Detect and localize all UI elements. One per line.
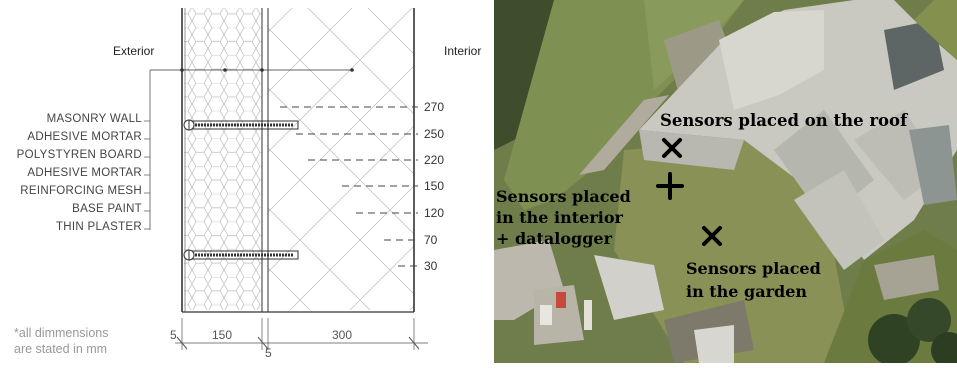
layer-label: MASONRY WALL [46, 113, 142, 125]
garden-label-line-1: Sensors placed [686, 259, 821, 278]
interior-sensor-plus-marker [656, 172, 684, 200]
dimension-label: 5 [170, 328, 177, 342]
dimension-label: 300 [332, 328, 353, 342]
layer-ticks [144, 120, 150, 230]
exterior-label: Exterior [113, 44, 155, 58]
anchor-bottom [183, 249, 299, 261]
layer-label: POLYSTYREN BOARD [16, 149, 142, 161]
units-note-line-1: *all dimmensions [14, 326, 109, 340]
interior-sensors-label: Sensors placed in the interior + datalog… [496, 188, 631, 248]
satellite-image [494, 0, 957, 368]
layer-label-list: MASONRY WALL ADHESIVE MORTAR POLYSTYREN … [0, 113, 142, 233]
layer-label: THIN PLASTER [55, 221, 142, 233]
depth-label: 70 [424, 233, 438, 247]
layer-label: BASE PAINT [72, 203, 142, 215]
anchor-top [183, 119, 299, 131]
depth-label: 270 [424, 100, 445, 114]
depth-label: 120 [424, 206, 445, 220]
polystyrene-layer [184, 8, 262, 310]
layer-label: ADHESIVE MORTAR [27, 131, 142, 143]
masonry-layer [268, 8, 414, 310]
dimension-label: 5 [265, 346, 272, 360]
units-note-line-2: are stated in mm [14, 342, 108, 356]
interior-label-line-3: + datalogger [496, 229, 613, 248]
depth-label: 30 [424, 259, 438, 273]
dimension-label: 150 [212, 328, 233, 342]
garden-label-line-2: in the garden [686, 282, 808, 301]
marker-layer [656, 138, 722, 246]
interior-label: Interior [444, 44, 482, 58]
layer-label: REINFORCING MESH [20, 185, 142, 197]
roof-sensor-x-marker [662, 138, 682, 158]
depth-label: 220 [424, 153, 445, 167]
layer-label: ADHESIVE MORTAR [27, 167, 142, 179]
depth-label: 150 [424, 179, 445, 193]
roof-sensors-label: Sensors placed on the roof [660, 111, 908, 130]
interior-label-line-2: in the interior [496, 208, 623, 227]
depth-marks [280, 106, 418, 267]
site-satellite-map: Sensors placed on the roof Sensors place… [494, 0, 957, 368]
interior-label-line-1: Sensors placed [496, 187, 631, 206]
depth-label: 250 [424, 127, 445, 141]
wall-section-diagram: Exterior Interior MASONRY WALL ADHESIVE … [0, 8, 482, 360]
garden-sensor-x-marker [702, 226, 722, 246]
wall-section-drawing [149, 8, 428, 350]
garden-sensors-label: Sensors placed in the garden [686, 260, 821, 301]
